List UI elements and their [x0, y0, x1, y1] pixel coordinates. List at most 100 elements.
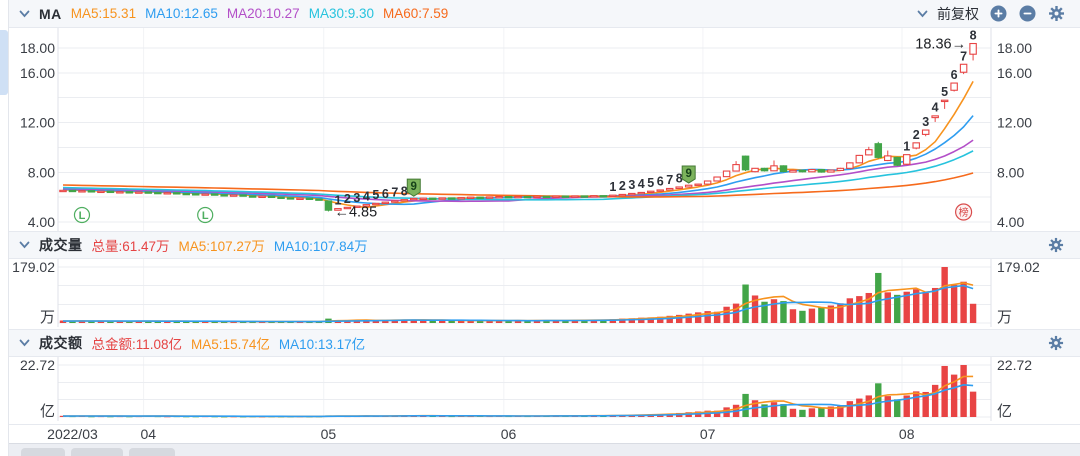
- candle[interactable]: [135, 191, 143, 194]
- candle[interactable]: [315, 198, 323, 201]
- volume-bar[interactable]: [666, 315, 673, 323]
- candle[interactable]: [173, 192, 181, 195]
- amount-bar[interactable]: [856, 398, 863, 417]
- candle[interactable]: [78, 190, 86, 193]
- amount-bar[interactable]: [969, 391, 977, 417]
- candle[interactable]: [779, 165, 788, 173]
- volume-bar[interactable]: [941, 267, 948, 323]
- candle[interactable]: [618, 193, 627, 197]
- volume-bar[interactable]: [97, 321, 105, 323]
- candle[interactable]: [959, 63, 968, 73]
- volume-bar[interactable]: [173, 321, 180, 323]
- volume-bar-chart[interactable]: 179.02 万 179.02 万: [9, 259, 1080, 329]
- candle[interactable]: [286, 197, 295, 200]
- candle[interactable]: [182, 192, 190, 196]
- volume-bar[interactable]: [154, 321, 161, 323]
- volume-bar[interactable]: [183, 321, 190, 323]
- candle[interactable]: [106, 190, 115, 194]
- volume-settings-gear-icon[interactable]: [1046, 235, 1066, 255]
- volume-bar[interactable]: [78, 320, 86, 323]
- candle[interactable]: [353, 205, 361, 208]
- candle[interactable]: [950, 82, 958, 91]
- amount-bar[interactable]: [818, 407, 825, 417]
- candle[interactable]: [381, 201, 390, 204]
- volume-bar[interactable]: [571, 320, 579, 323]
- candle[interactable]: [912, 142, 920, 149]
- amount-bar[interactable]: [931, 384, 939, 417]
- volume-bar[interactable]: [856, 296, 863, 323]
- volume-bar[interactable]: [827, 305, 835, 323]
- volume-bar[interactable]: [846, 298, 854, 323]
- candle[interactable]: [201, 193, 209, 196]
- candle[interactable]: [428, 197, 437, 201]
- adjust-mode-chevron-icon[interactable]: [917, 10, 928, 18]
- candle[interactable]: [191, 193, 200, 196]
- volume-bar[interactable]: [353, 320, 361, 323]
- candle[interactable]: [599, 195, 608, 198]
- candle[interactable]: [68, 189, 77, 193]
- candle[interactable]: [921, 129, 930, 135]
- volume-bar[interactable]: [429, 320, 436, 323]
- volume-bar[interactable]: [107, 321, 114, 323]
- collapse-main-chevron-icon[interactable]: [19, 10, 30, 18]
- volume-bar[interactable]: [448, 320, 455, 323]
- candle[interactable]: [855, 154, 864, 164]
- amount-bar[interactable]: [846, 401, 854, 417]
- volume-bar[interactable]: [732, 303, 740, 323]
- volume-bar[interactable]: [808, 308, 816, 323]
- volume-bar[interactable]: [638, 317, 645, 323]
- amount-bar[interactable]: [960, 365, 967, 417]
- amount-bar[interactable]: [884, 396, 891, 417]
- candle[interactable]: [277, 196, 285, 200]
- volume-bar[interactable]: [875, 272, 882, 323]
- volume-bar[interactable]: [495, 320, 503, 323]
- candle[interactable]: [514, 195, 522, 199]
- volume-bar[interactable]: [751, 295, 759, 323]
- candle[interactable]: [808, 169, 816, 173]
- main-settings-gear-icon[interactable]: [1046, 4, 1066, 24]
- adjust-mode-dropdown[interactable]: 前复权: [937, 5, 979, 22]
- candle[interactable]: [334, 208, 342, 211]
- candle[interactable]: [770, 165, 778, 172]
- amount-bar[interactable]: [789, 408, 797, 417]
- volume-bar[interactable]: [457, 320, 465, 323]
- volume-bar[interactable]: [533, 320, 541, 323]
- candle[interactable]: [163, 192, 172, 195]
- volume-bar[interactable]: [220, 321, 228, 323]
- volume-bar[interactable]: [799, 310, 806, 323]
- volume-bar[interactable]: [960, 281, 967, 323]
- candle[interactable]: [902, 154, 911, 165]
- amount-settings-gear-icon[interactable]: [1046, 333, 1066, 353]
- candle[interactable]: [827, 169, 835, 173]
- volume-bar[interactable]: [439, 320, 446, 323]
- volume-bar[interactable]: [410, 319, 417, 323]
- candle[interactable]: [561, 195, 570, 198]
- volume-bar[interactable]: [818, 307, 825, 323]
- candle[interactable]: [87, 190, 96, 193]
- main-candlestick-chart[interactable]: 18.00 18.00 16.00 16.00 12.00 12.00 8.00 8.00 4.…: [9, 28, 1080, 231]
- amount-bar[interactable]: [875, 383, 882, 417]
- volume-bar[interactable]: [486, 320, 493, 323]
- volume-bar[interactable]: [467, 320, 474, 323]
- volume-bar[interactable]: [969, 303, 977, 323]
- volume-bar[interactable]: [922, 292, 929, 323]
- volume-bar[interactable]: [884, 292, 891, 323]
- volume-bar[interactable]: [239, 321, 247, 323]
- volume-bar[interactable]: [420, 320, 427, 323]
- candle[interactable]: [884, 155, 892, 162]
- candle[interactable]: [684, 184, 693, 188]
- volume-bar[interactable]: [676, 314, 683, 323]
- amount-bar[interactable]: [837, 405, 844, 417]
- candle[interactable]: [836, 167, 845, 171]
- candle[interactable]: [533, 195, 541, 199]
- volume-bar[interactable]: [837, 303, 844, 323]
- volume-bar[interactable]: [476, 320, 484, 323]
- amount-bar[interactable]: [713, 410, 721, 417]
- candle[interactable]: [751, 167, 759, 173]
- volume-bar[interactable]: [211, 321, 218, 323]
- amount-bar[interactable]: [799, 409, 806, 417]
- candle[interactable]: [419, 197, 427, 201]
- candle[interactable]: [798, 169, 807, 173]
- amount-bar[interactable]: [827, 406, 835, 417]
- volume-bar[interactable]: [770, 299, 778, 323]
